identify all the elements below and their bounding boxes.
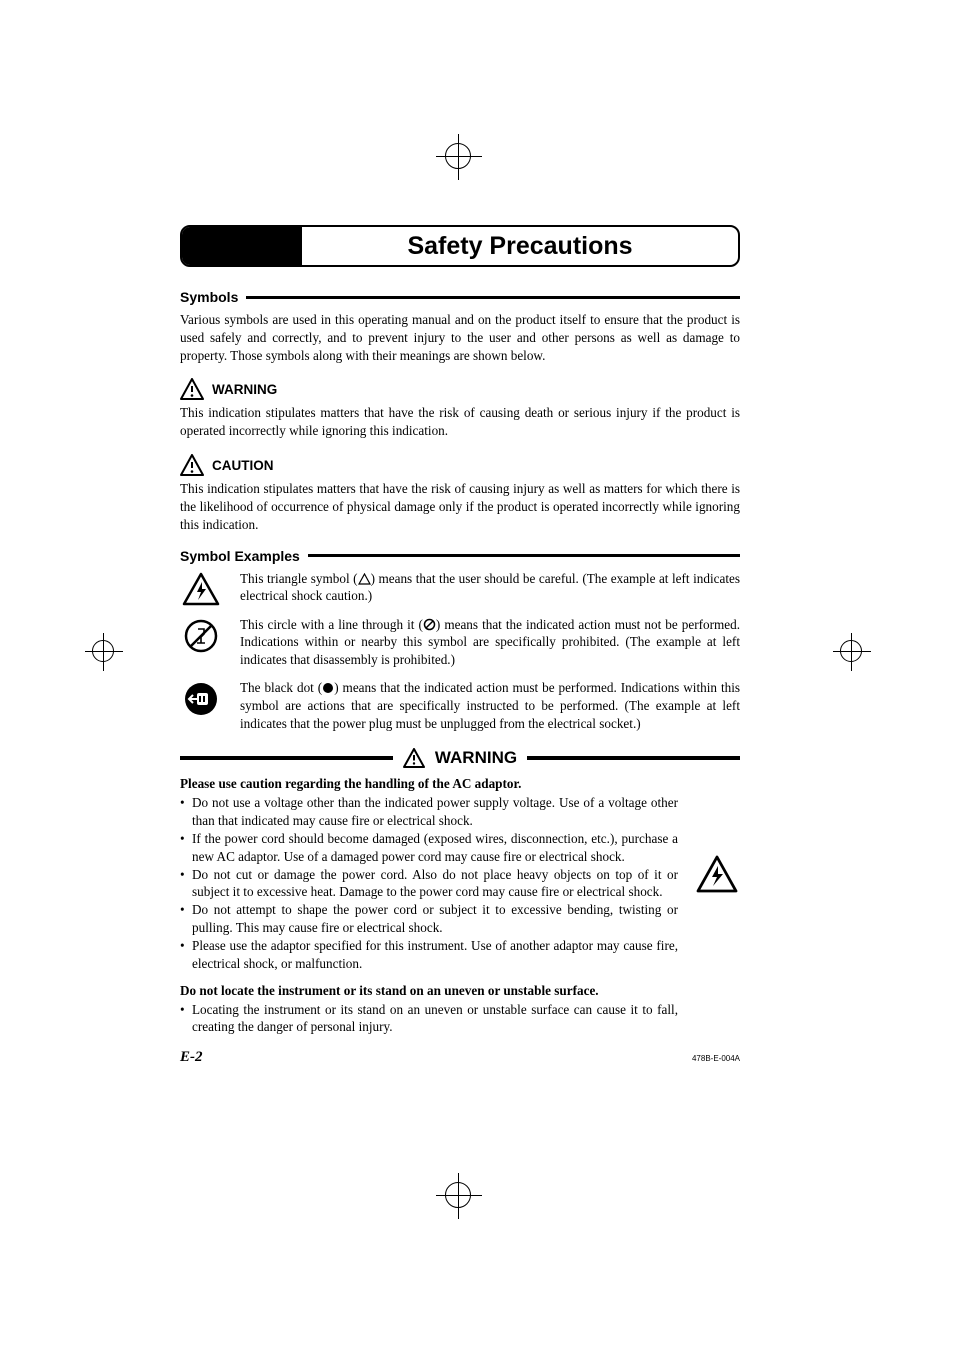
example-triangle-text: This triangle symbol () means that the u… — [240, 570, 740, 606]
rule — [246, 296, 740, 299]
surface-list: Locating the instrument or its stand on … — [180, 1001, 678, 1037]
page-number: E-2 — [180, 1049, 203, 1066]
symbols-heading-label: Symbols — [180, 289, 238, 305]
registration-mark-bottom — [445, 1182, 471, 1208]
example-prohibit-text: This circle with a line through it () me… — [240, 616, 740, 669]
warning-banner-label: WARNING — [435, 748, 517, 768]
example-mandatory-text: The black dot () means that the indicate… — [240, 679, 740, 732]
unplug-icon — [183, 681, 219, 717]
list-item: Do not cut or damage the power cord. Als… — [180, 866, 678, 902]
registration-mark-left — [92, 640, 114, 662]
example-mandatory-row: The black dot () means that the indicate… — [180, 679, 740, 732]
footer: E-2 478B-E-004A — [180, 1049, 740, 1066]
symbols-intro: Various symbols are used in this operati… — [180, 311, 740, 364]
warning-label: WARNING — [212, 382, 277, 397]
warning-banner-icon — [403, 748, 425, 768]
caution-triangle-icon — [180, 454, 204, 476]
page-title: Safety Precautions — [302, 227, 738, 265]
warning-row: WARNING — [180, 378, 740, 400]
document-code: 478B-E-004A — [692, 1054, 740, 1063]
caution-text: This indication stipulates matters that … — [180, 480, 740, 533]
inline-dot-icon — [322, 682, 334, 694]
inline-triangle-icon — [358, 573, 371, 585]
list-item: Please use the adaptor specified for thi… — [180, 937, 678, 973]
shock-triangle-icon — [182, 572, 220, 606]
registration-mark-right — [840, 640, 862, 662]
page-content: Safety Precautions Symbols Various symbo… — [180, 225, 740, 1046]
example-triangle-row: This triangle symbol () means that the u… — [180, 570, 740, 606]
list-item: Do not attempt to shape the power cord o… — [180, 901, 678, 937]
rule — [180, 756, 393, 760]
rule — [527, 756, 740, 760]
list-item: If the power cord should become damaged … — [180, 830, 678, 866]
list-item: Do not use a voltage other than the indi… — [180, 794, 678, 830]
warning-triangle-icon — [180, 378, 204, 400]
example-prohibit-row: This circle with a line through it () me… — [180, 616, 740, 669]
title-bar: Safety Precautions — [180, 225, 740, 267]
ac-adaptor-title: Please use caution regarding the handlin… — [180, 776, 678, 792]
registration-mark-top — [445, 143, 471, 169]
surface-block: Do not locate the instrument or its stan… — [180, 983, 740, 1037]
warning-banner: WARNING — [180, 748, 740, 768]
surface-title: Do not locate the instrument or its stan… — [180, 983, 678, 999]
warning-text: This indication stipulates matters that … — [180, 404, 740, 440]
examples-heading: Symbol Examples — [180, 548, 740, 564]
caution-label: CAUTION — [212, 458, 274, 473]
symbols-heading: Symbols — [180, 289, 740, 305]
list-item: Locating the instrument or its stand on … — [180, 1001, 678, 1037]
no-disassembly-icon — [183, 618, 219, 654]
shock-warning-icon — [696, 855, 738, 893]
rule — [308, 554, 740, 557]
caution-row: CAUTION — [180, 454, 740, 476]
ac-adaptor-block: Please use caution regarding the handlin… — [180, 776, 740, 972]
title-block — [182, 227, 302, 265]
ac-adaptor-list: Do not use a voltage other than the indi… — [180, 794, 678, 972]
inline-prohibit-icon — [423, 618, 436, 631]
examples-heading-label: Symbol Examples — [180, 548, 300, 564]
